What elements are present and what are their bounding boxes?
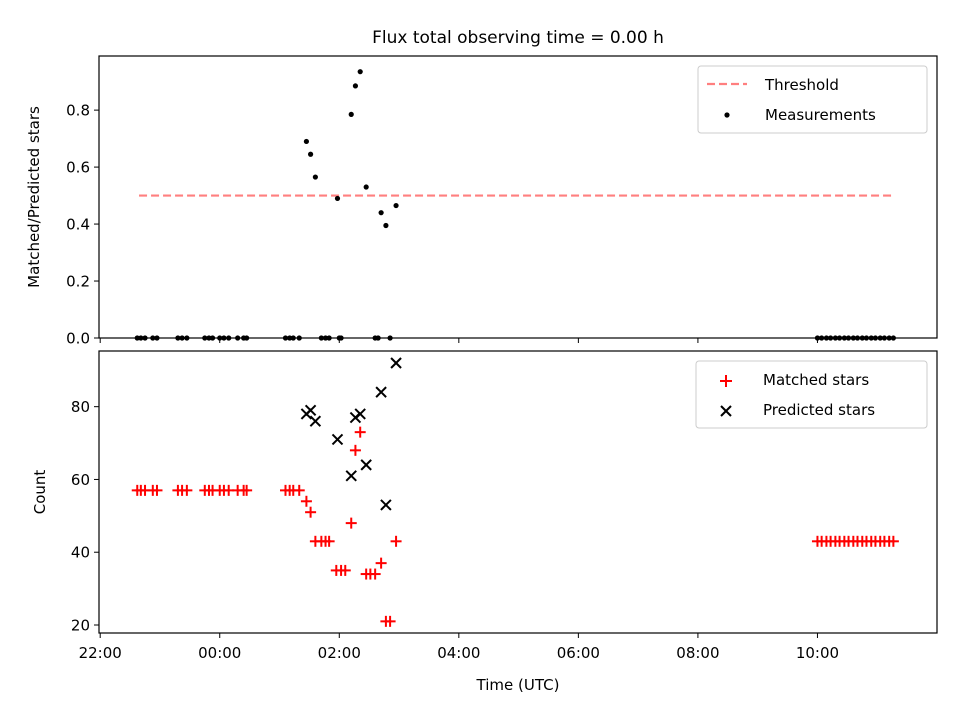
measurement-point: [303, 138, 310, 145]
matched-star-marker: [300, 495, 312, 507]
matched-star-marker: [369, 568, 381, 580]
bottom-y-ticks: 20 40 60 80: [71, 398, 99, 634]
chart-title: Flux total observing time = 0.00 h: [372, 28, 664, 48]
top-legend: Threshold Measurements: [697, 65, 928, 134]
top-y-tick-label: 0.4: [66, 216, 90, 234]
x-tick-label: 02:00: [318, 644, 361, 662]
legend-measurements-label: Measurements: [765, 106, 876, 124]
bottom-y-tick-label: 80: [71, 398, 90, 416]
bottom-y-axis-label: Count: [31, 470, 49, 515]
top-y-tick-label: 0.2: [66, 273, 90, 291]
x-tick-label: 04:00: [437, 644, 480, 662]
top-x-ticks: [99, 338, 818, 343]
measurement-point: [352, 83, 359, 89]
matched-star-marker: [887, 535, 899, 547]
legend-measurements-swatch: [724, 112, 730, 118]
predicted-star-marker: [345, 470, 357, 482]
bottom-axes-frame: [98, 350, 938, 634]
predicted-star-marker: [380, 499, 392, 511]
measurement-point: [363, 184, 369, 190]
x-tick-label: 10:00: [796, 644, 839, 662]
predicted-star-marker: [304, 404, 317, 417]
matched-star-marker: [323, 535, 335, 547]
x-tick-label: 00:00: [198, 644, 241, 662]
legend-matched-label: Matched stars: [763, 371, 869, 389]
measurement-point: [348, 111, 354, 117]
bottom-plot-area: [131, 357, 899, 627]
matched-star-marker: [305, 506, 317, 518]
matched-star-marker: [390, 535, 402, 547]
x-tick-label: 22:00: [79, 644, 122, 662]
matched-star-marker: [339, 564, 351, 576]
matched-star-marker: [241, 484, 253, 496]
matched-star-marker: [375, 557, 387, 569]
x-tick-label: 08:00: [676, 644, 719, 662]
top-legend-box: [697, 65, 928, 134]
matched-star-marker: [181, 484, 193, 496]
matched-star-marker: [345, 517, 357, 529]
measurement-point: [378, 210, 384, 216]
predicted-star-marker: [390, 357, 402, 369]
bottom-legend: Matched stars Predicted stars: [695, 360, 928, 429]
bottom-x-ticks: 22:00 00:00 02:00 04:00 06:00 08:00 10:00: [79, 633, 839, 662]
legend-matched-swatch: [720, 375, 732, 387]
top-axes-frame: [98, 55, 938, 339]
measurement-point: [307, 151, 314, 157]
x-axis-label: Time (UTC): [476, 676, 560, 694]
predicted-star-marker: [360, 459, 372, 471]
predicted-star-marker: [331, 433, 344, 446]
measurement-point: [334, 195, 341, 202]
bottom-y-tick-label: 40: [71, 544, 90, 562]
matched-star-marker: [293, 484, 305, 496]
measurement-point: [393, 202, 399, 209]
top-y-tick-label: 0.6: [66, 159, 90, 177]
matched-star-marker: [354, 426, 366, 438]
measurement-point: [357, 69, 363, 75]
top-y-axis-label: Matched/Predicted stars: [25, 106, 43, 288]
bottom-axes: 20 40 60 80 22:00 00:00 02:00 04:00 06:00 08:00 1…: [31, 350, 938, 694]
top-y-tick-label: 0.0: [66, 330, 90, 348]
legend-predicted-label: Predicted stars: [763, 401, 875, 419]
legend-threshold-label: Threshold: [764, 76, 839, 94]
predicted-star-marker: [309, 415, 322, 427]
bottom-y-tick-label: 20: [71, 616, 90, 634]
matched-star-marker: [384, 615, 396, 627]
matched-star-marker: [349, 444, 361, 456]
measurement-point: [312, 174, 318, 180]
measurement-point: [383, 222, 389, 229]
top-axes: 0.00.20.40.60.8 Matched/Predicted stars …: [25, 55, 938, 348]
predicted-star-marker: [354, 408, 366, 420]
bottom-legend-box: [695, 360, 928, 429]
predicted-star-marker: [375, 386, 387, 398]
legend-predicted-swatch: [720, 405, 732, 417]
top-y-tick-label: 0.8: [66, 102, 90, 120]
matched-star-marker: [151, 484, 163, 496]
top-y-ticks: 0.0 0.2 0.4 0.6 0.8: [66, 102, 99, 348]
bottom-y-tick-label: 60: [71, 471, 90, 489]
x-tick-label: 06:00: [557, 644, 600, 662]
